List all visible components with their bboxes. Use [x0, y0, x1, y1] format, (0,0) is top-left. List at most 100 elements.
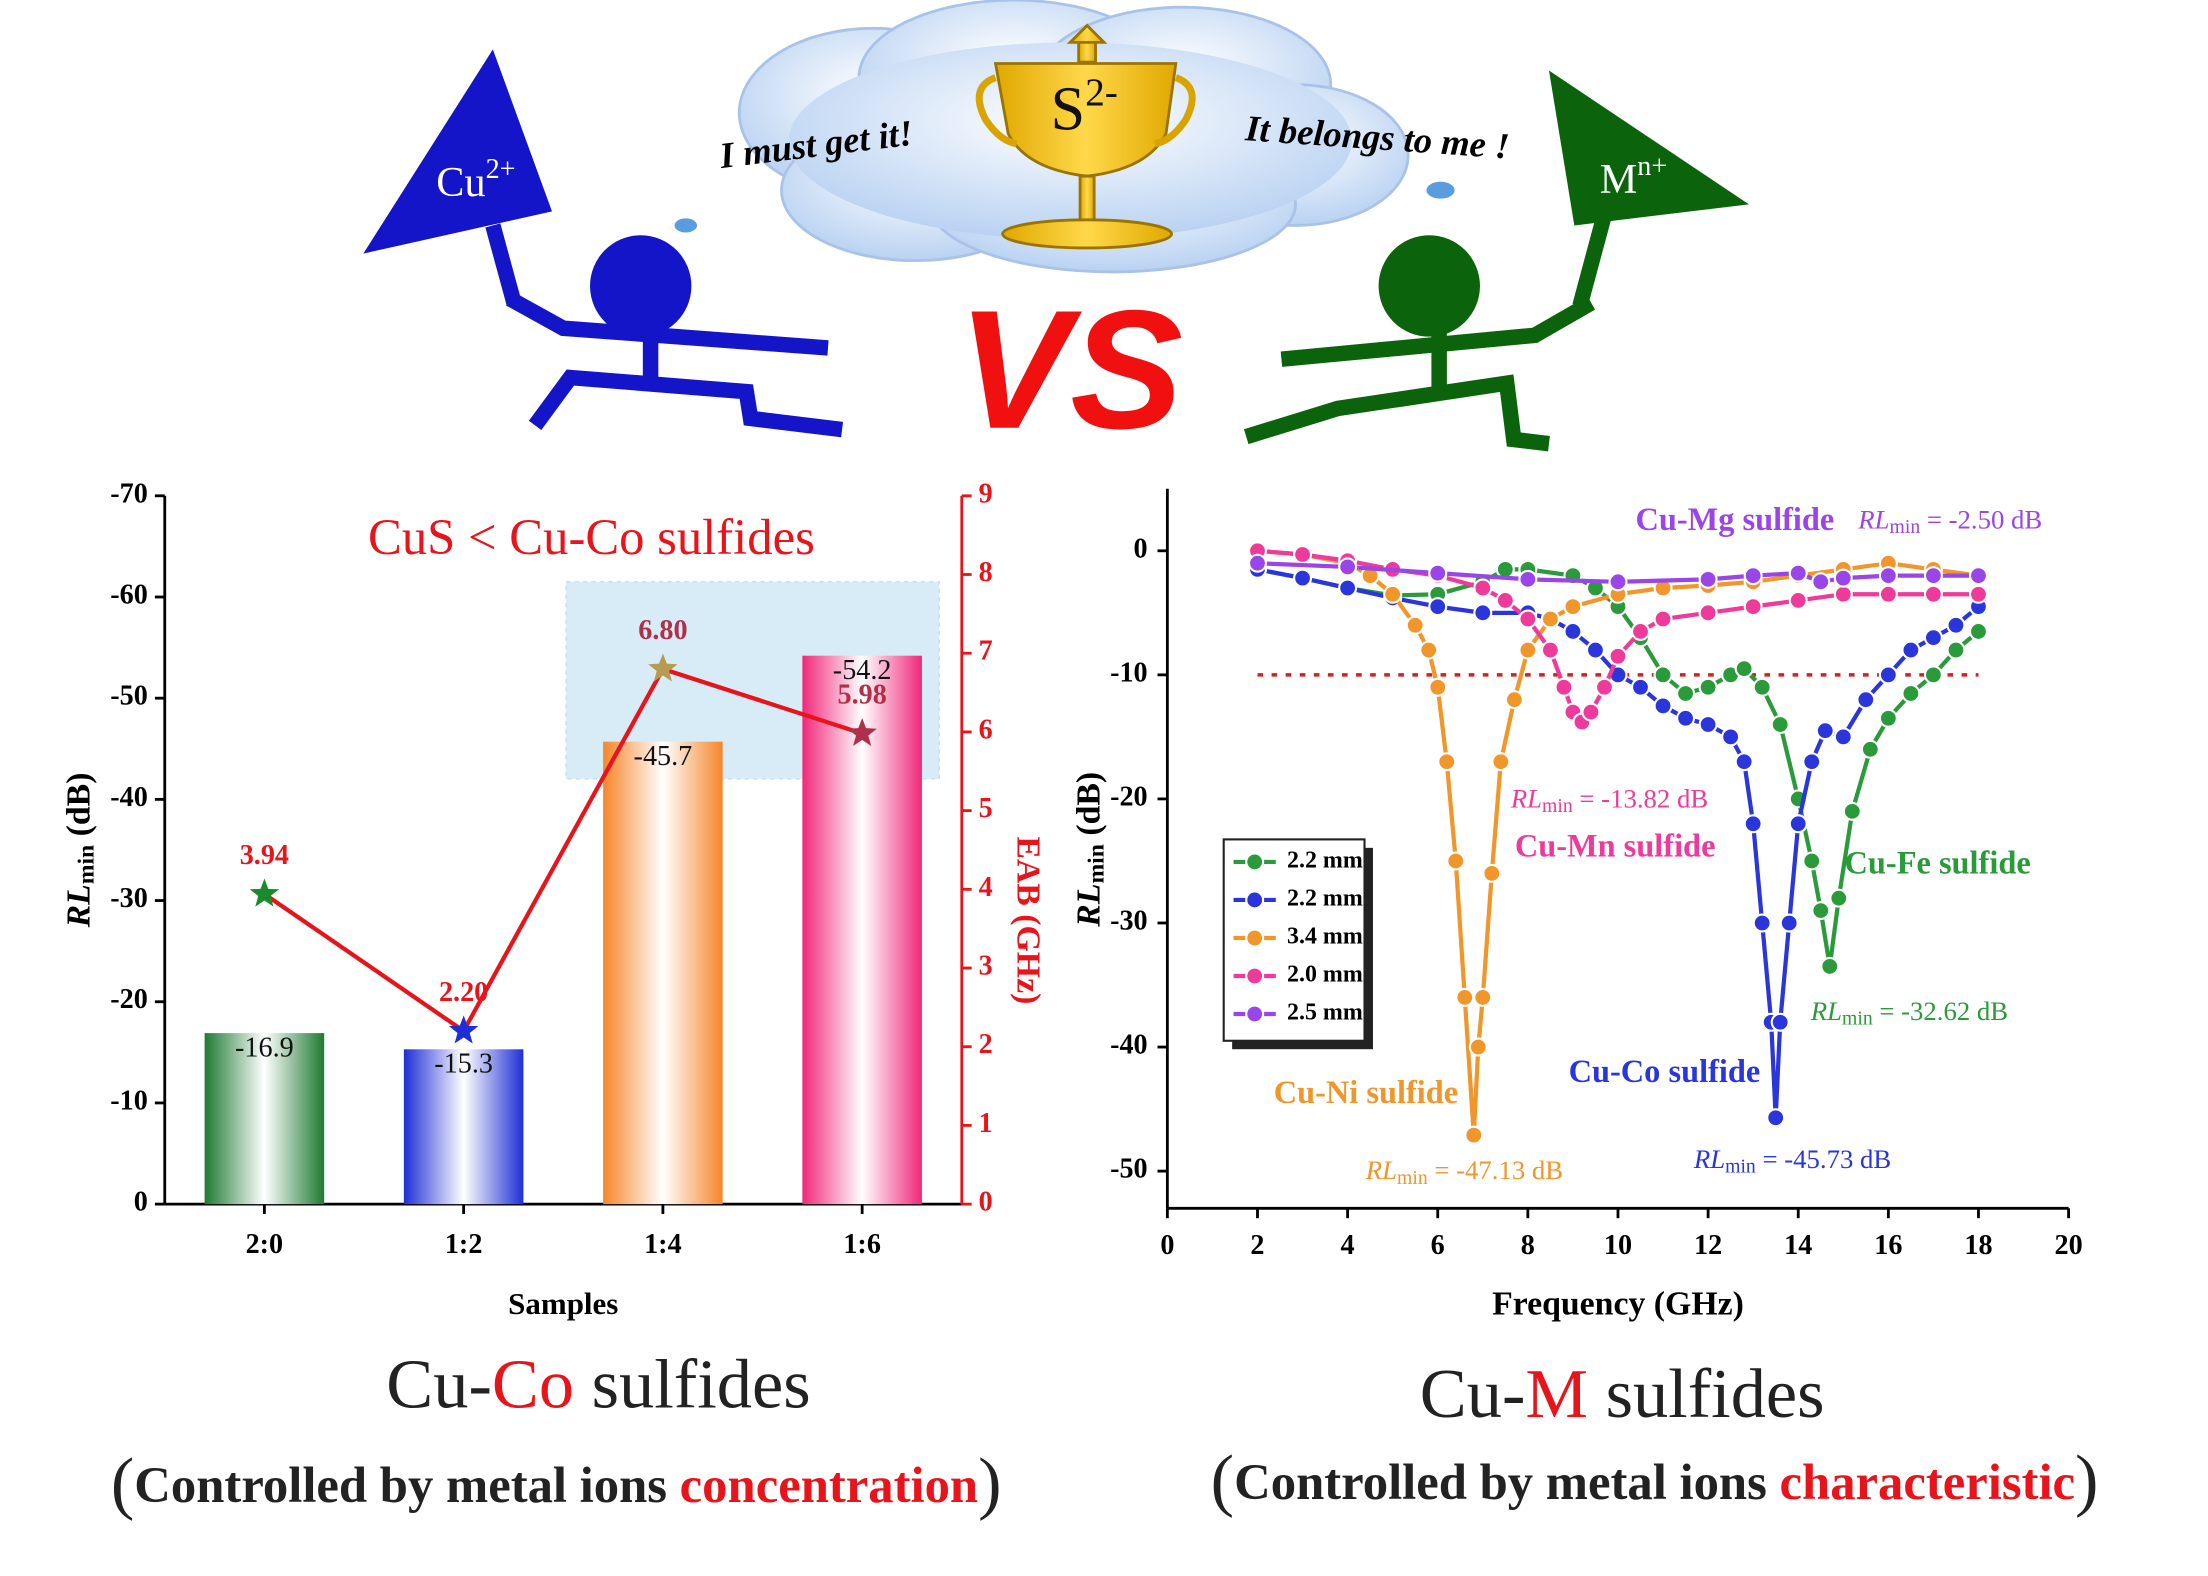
x-tick-label: 20 [2055, 1230, 2083, 1261]
series-marker [1734, 752, 1754, 772]
series-marker [1923, 628, 1943, 648]
series-marker [1923, 584, 1943, 604]
label-sub: min [1084, 844, 1110, 883]
y2-tick-label: 2 [979, 1029, 993, 1060]
series-marker [1338, 557, 1358, 577]
eab-value-label: 2.20 [439, 977, 488, 1008]
caption-highlight: Co [492, 1346, 574, 1424]
series-marker [1698, 569, 1718, 589]
series-marker [1455, 987, 1475, 1007]
eab-marker [448, 1015, 479, 1044]
series-marker [1293, 545, 1313, 565]
x-tick-label: 1:4 [644, 1229, 682, 1260]
axis-label: RLmin (dB) [60, 773, 100, 929]
y-tick-label: -50 [1110, 1154, 1148, 1185]
y2-tick-label: 3 [979, 950, 993, 981]
x-tick-label: 0 [1160, 1230, 1174, 1261]
caption-note: (Controlled by metal ions characteristic… [1211, 1441, 2099, 1519]
bar [802, 655, 922, 1205]
eab-marker [847, 718, 877, 747]
series-marker [1554, 677, 1574, 697]
series-annotation: Cu-Mg sulfide [1635, 502, 1834, 538]
label-main: RL [1857, 505, 1889, 535]
green-figure [1243, 209, 1613, 452]
legend-label: 3.4 mm [1287, 923, 1363, 949]
x-tick-label: 14 [1784, 1230, 1812, 1261]
series-marker [1811, 901, 1831, 921]
x-tick-label: 10 [1604, 1230, 1632, 1261]
series-marker [1820, 956, 1840, 976]
series-marker [1901, 683, 1921, 703]
series-marker [1788, 814, 1808, 834]
series-marker [1923, 566, 1943, 586]
eab-line [263, 666, 863, 1035]
axis-label: RLmin (dB) [1070, 772, 1110, 928]
series-marker [1653, 665, 1673, 685]
series-marker [1721, 727, 1741, 747]
y2-tick-label: 7 [979, 636, 993, 667]
series-marker [1752, 913, 1772, 933]
series-marker [1788, 563, 1808, 583]
rl-annotation: RLmin = -45.73 dB [1693, 1144, 1891, 1177]
x-tick-label: 2 [1250, 1230, 1264, 1261]
rl-annotation: RLmin = -2.50 dB [1857, 505, 2042, 538]
series-marker [1878, 708, 1898, 728]
series-marker [1631, 621, 1651, 641]
y-tick-label: 0 [134, 1187, 148, 1218]
y-tick-label: -20 [1110, 781, 1148, 812]
label-sub: min [1725, 1155, 1756, 1177]
series-marker [1247, 553, 1267, 573]
series-marker [1608, 646, 1628, 666]
bar [403, 1049, 524, 1205]
label-main: RL [1810, 996, 1842, 1026]
paren: ) [2075, 1441, 2098, 1519]
x-tick-label: 8 [1521, 1230, 1535, 1261]
y-tick-label: -40 [110, 782, 148, 813]
series-marker [1504, 690, 1524, 710]
legend-marker [1245, 928, 1265, 948]
x-tick-label: 2:0 [246, 1229, 284, 1260]
label-sub: min [1890, 516, 1921, 538]
series-marker [1585, 640, 1605, 660]
y-tick-label: -40 [1110, 1030, 1148, 1061]
eab-value-label: 6.80 [638, 615, 687, 646]
series-marker [1563, 621, 1583, 641]
label-main: RL [1070, 884, 1107, 928]
caption-title: Cu-Co sulfides [386, 1346, 810, 1424]
prize-ion: S2- [1051, 70, 1118, 144]
series-marker [1968, 584, 1988, 604]
rl-annotation: RLmin = -47.13 dB [1365, 1155, 1563, 1188]
series-marker [1653, 696, 1673, 716]
y2-tick-label: 0 [979, 1187, 993, 1218]
series-marker [1428, 563, 1448, 583]
x-tick-label: 1:2 [445, 1229, 483, 1260]
series-marker [1495, 590, 1515, 610]
paren: ) [978, 1444, 1001, 1522]
thought-dot [674, 218, 698, 233]
series-annotation: Cu-Co sulfide [1569, 1054, 1761, 1090]
caption-highlight: characteristic [1780, 1454, 2076, 1510]
label-main: RL [1693, 1144, 1725, 1174]
label-sub: min [1542, 795, 1573, 817]
series-marker [1770, 714, 1790, 734]
series-marker [1446, 851, 1466, 871]
caption-part: Cu- [1420, 1355, 1526, 1433]
blue-flag [363, 49, 552, 254]
paren: ( [111, 1444, 134, 1522]
series-marker [1653, 609, 1673, 629]
series-marker [1946, 640, 1966, 660]
caption-highlight: concentration [680, 1457, 978, 1513]
series-marker [1734, 659, 1754, 679]
bar-value-label: -16.9 [235, 1032, 294, 1063]
series-marker [1676, 708, 1696, 728]
series-marker [1833, 568, 1853, 588]
rl-value: = -45.73 dB [1756, 1144, 1891, 1174]
series-marker [1518, 640, 1538, 660]
series-marker [1833, 584, 1853, 604]
bar [204, 1033, 325, 1205]
series-marker [1540, 609, 1560, 629]
trophy [975, 23, 1196, 250]
x-tick-label: 4 [1341, 1230, 1355, 1261]
caption-highlight: M [1525, 1355, 1588, 1433]
y2-tick-label: 8 [979, 557, 993, 588]
